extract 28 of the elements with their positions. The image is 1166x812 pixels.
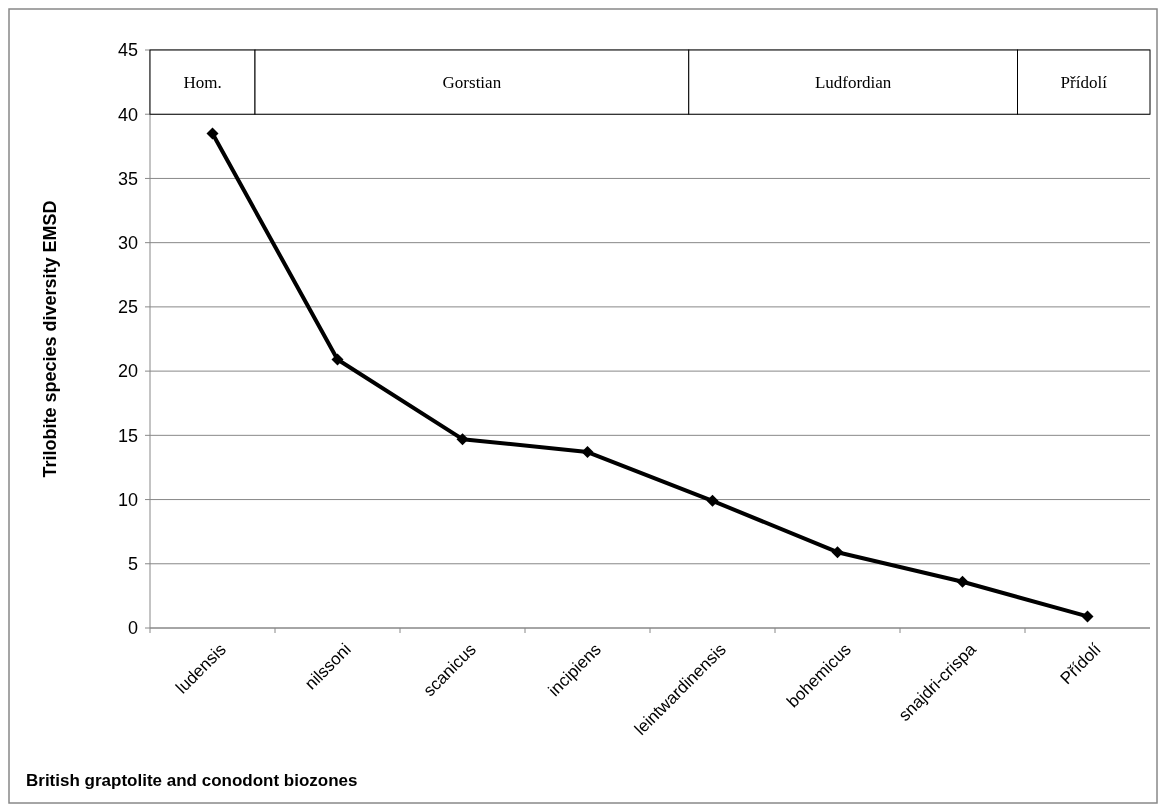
stage-label-box: Ludfordian — [688, 49, 1018, 115]
annotation: Hom. — [183, 73, 222, 93]
annotation: Ludfordian — [814, 73, 892, 93]
point — [456, 433, 469, 446]
y-tick-label: 40 — [117, 104, 138, 125]
point — [581, 446, 594, 459]
x-axis-title: British graptolite and conodont biozones — [26, 771, 358, 790]
y-tick-label: 5 — [127, 554, 138, 575]
annotation: Přídolí — [1060, 73, 1108, 93]
point — [1081, 610, 1094, 623]
stage-label-box: Gorstian — [254, 49, 690, 115]
y-tick-label: 35 — [117, 168, 138, 189]
point — [706, 494, 719, 507]
y-tick-label: 15 — [117, 425, 138, 446]
y-tick-label: 30 — [117, 232, 138, 253]
y-tick-label: 10 — [117, 489, 138, 510]
y-tick-label: 20 — [117, 361, 138, 382]
y-tick-label: 45 — [117, 40, 138, 61]
point — [831, 546, 844, 559]
y-axis-title: Trilobite species diversity EMSD — [40, 200, 60, 478]
stage-label-box: Hom. — [149, 49, 256, 115]
y-tick-label: 0 — [127, 618, 138, 639]
point — [206, 127, 219, 140]
point — [956, 575, 969, 588]
y-tick-label: 25 — [117, 297, 138, 318]
point — [331, 353, 344, 366]
annotation: Gorstian — [442, 73, 502, 93]
stage-label-box: Přídolí — [1017, 49, 1151, 115]
